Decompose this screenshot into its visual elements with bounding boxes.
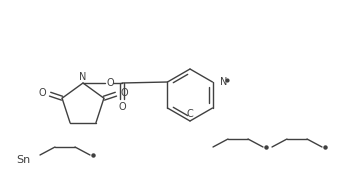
Text: O: O xyxy=(120,88,128,98)
Text: Sn: Sn xyxy=(16,155,30,165)
Text: O: O xyxy=(118,102,126,112)
Text: O: O xyxy=(38,88,46,98)
Text: N: N xyxy=(219,77,227,87)
Text: O: O xyxy=(106,78,114,88)
Text: C: C xyxy=(186,109,193,119)
Text: N: N xyxy=(79,72,87,82)
